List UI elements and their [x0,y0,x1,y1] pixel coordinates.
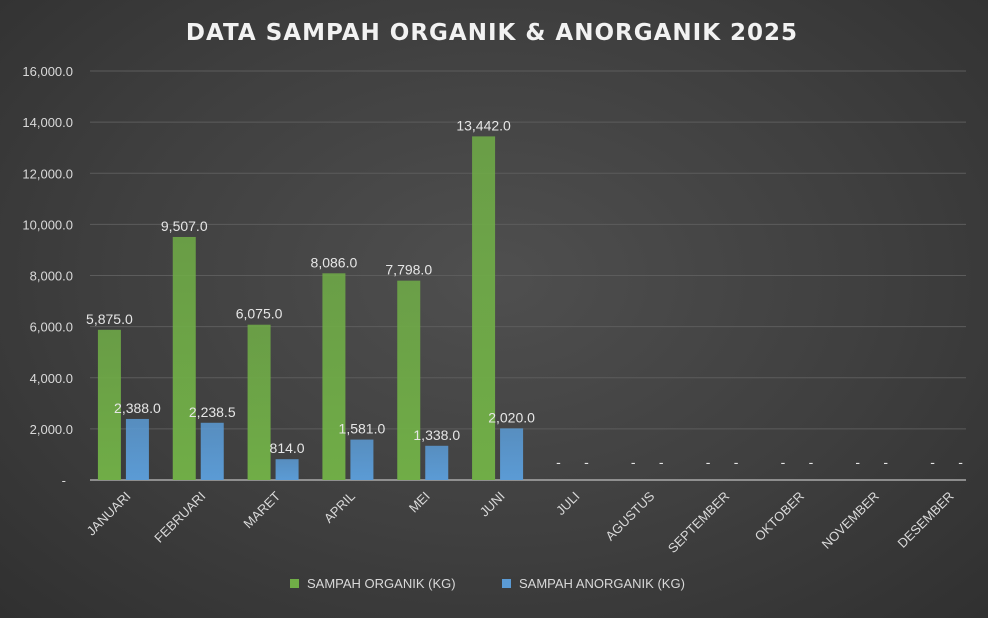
x-tick-label: NOVEMBER [819,489,882,552]
data-label: 9,507.0 [161,218,208,234]
x-tick-label: SEPTEMBER [665,489,732,556]
data-label: 2,020.0 [488,409,535,425]
y-axis-ticks: - 2,000.0 4,000.0 6,000.0 8,000.0 10,000.0 12,… [22,64,73,488]
data-label: 1,581.0 [339,421,386,437]
data-label: - [930,454,935,470]
x-tick-label: JANUARI [84,489,134,539]
data-label: - [706,454,711,470]
data-labels: 5,875.0 2,388.0 9,507.0 2,238.5 6,075.0 814.0… [86,117,963,470]
y-tick-label: 8,000.0 [30,269,73,284]
y-tick-label: 14,000.0 [22,115,73,130]
y-tick-label: 16,000.0 [22,64,73,79]
y-tick-label: 12,000.0 [22,166,73,181]
y-tick-label: 6,000.0 [30,320,73,335]
x-tick-label: JULI [553,489,583,519]
bar-organik [172,236,196,480]
bar-anorganik [125,418,149,480]
bar-organik [472,136,496,481]
data-label: 5,875.0 [86,311,133,327]
data-label: 6,075.0 [236,306,283,322]
x-tick-label: MEI [406,489,433,516]
data-label: - [631,454,636,470]
data-label: 2,238.5 [189,404,236,420]
bars [97,136,524,481]
bar-organik [97,329,121,480]
bar-anorganik [350,439,374,480]
x-tick-label: AGUSTUS [602,488,657,543]
legend-label: SAMPAH ORGANIK (KG) [307,576,456,591]
x-axis-ticks: JANUARI FEBRUARI MARET APRIL MEI JUNI JULI AGUS… [84,488,957,556]
data-label: - [958,454,963,470]
data-label: - [659,454,664,470]
data-label: 8,086.0 [311,254,358,270]
bar-anorganik [425,445,449,480]
x-tick-label: OKTOBER [752,489,807,544]
x-tick-label: JUNI [477,489,508,520]
y-tick-label: 4,000.0 [30,371,73,386]
data-label: - [781,454,786,470]
y-tick-label: - [62,473,66,488]
legend-label: SAMPAH ANORGANIK (KG) [519,576,685,591]
chart-title: DATA SAMPAH ORGANIK & ANORGANIK 2025 [186,20,798,46]
gridlines [90,70,966,481]
x-tick-label: DESEMBER [895,489,957,551]
x-tick-label: FEBRUARI [151,489,208,546]
data-label: 2,388.0 [114,400,161,416]
bar-organik [322,273,346,480]
x-tick-label: MARET [240,488,283,531]
bar-anorganik [275,459,299,480]
bar-anorganik [200,422,224,480]
data-label: - [855,454,860,470]
legend: SAMPAH ORGANIK (KG) SAMPAH ANORGANIK (KG) [290,576,685,591]
data-label: 13,442.0 [456,117,511,133]
x-tick-label: APRIL [321,489,358,526]
data-label: - [883,454,888,470]
y-tick-label: 2,000.0 [30,422,73,437]
data-label: 814.0 [270,440,305,456]
data-label: - [809,454,814,470]
legend-swatch [290,579,299,588]
bar-organik [397,280,421,480]
data-label: - [734,454,739,470]
data-label: - [556,454,561,470]
data-label: - [584,454,589,470]
bar-anorganik [500,428,524,480]
bar-organik [247,324,271,480]
data-label: 1,338.0 [413,427,460,443]
legend-swatch [502,579,511,588]
data-label: 7,798.0 [385,262,432,278]
y-tick-label: 10,000.0 [22,217,73,232]
